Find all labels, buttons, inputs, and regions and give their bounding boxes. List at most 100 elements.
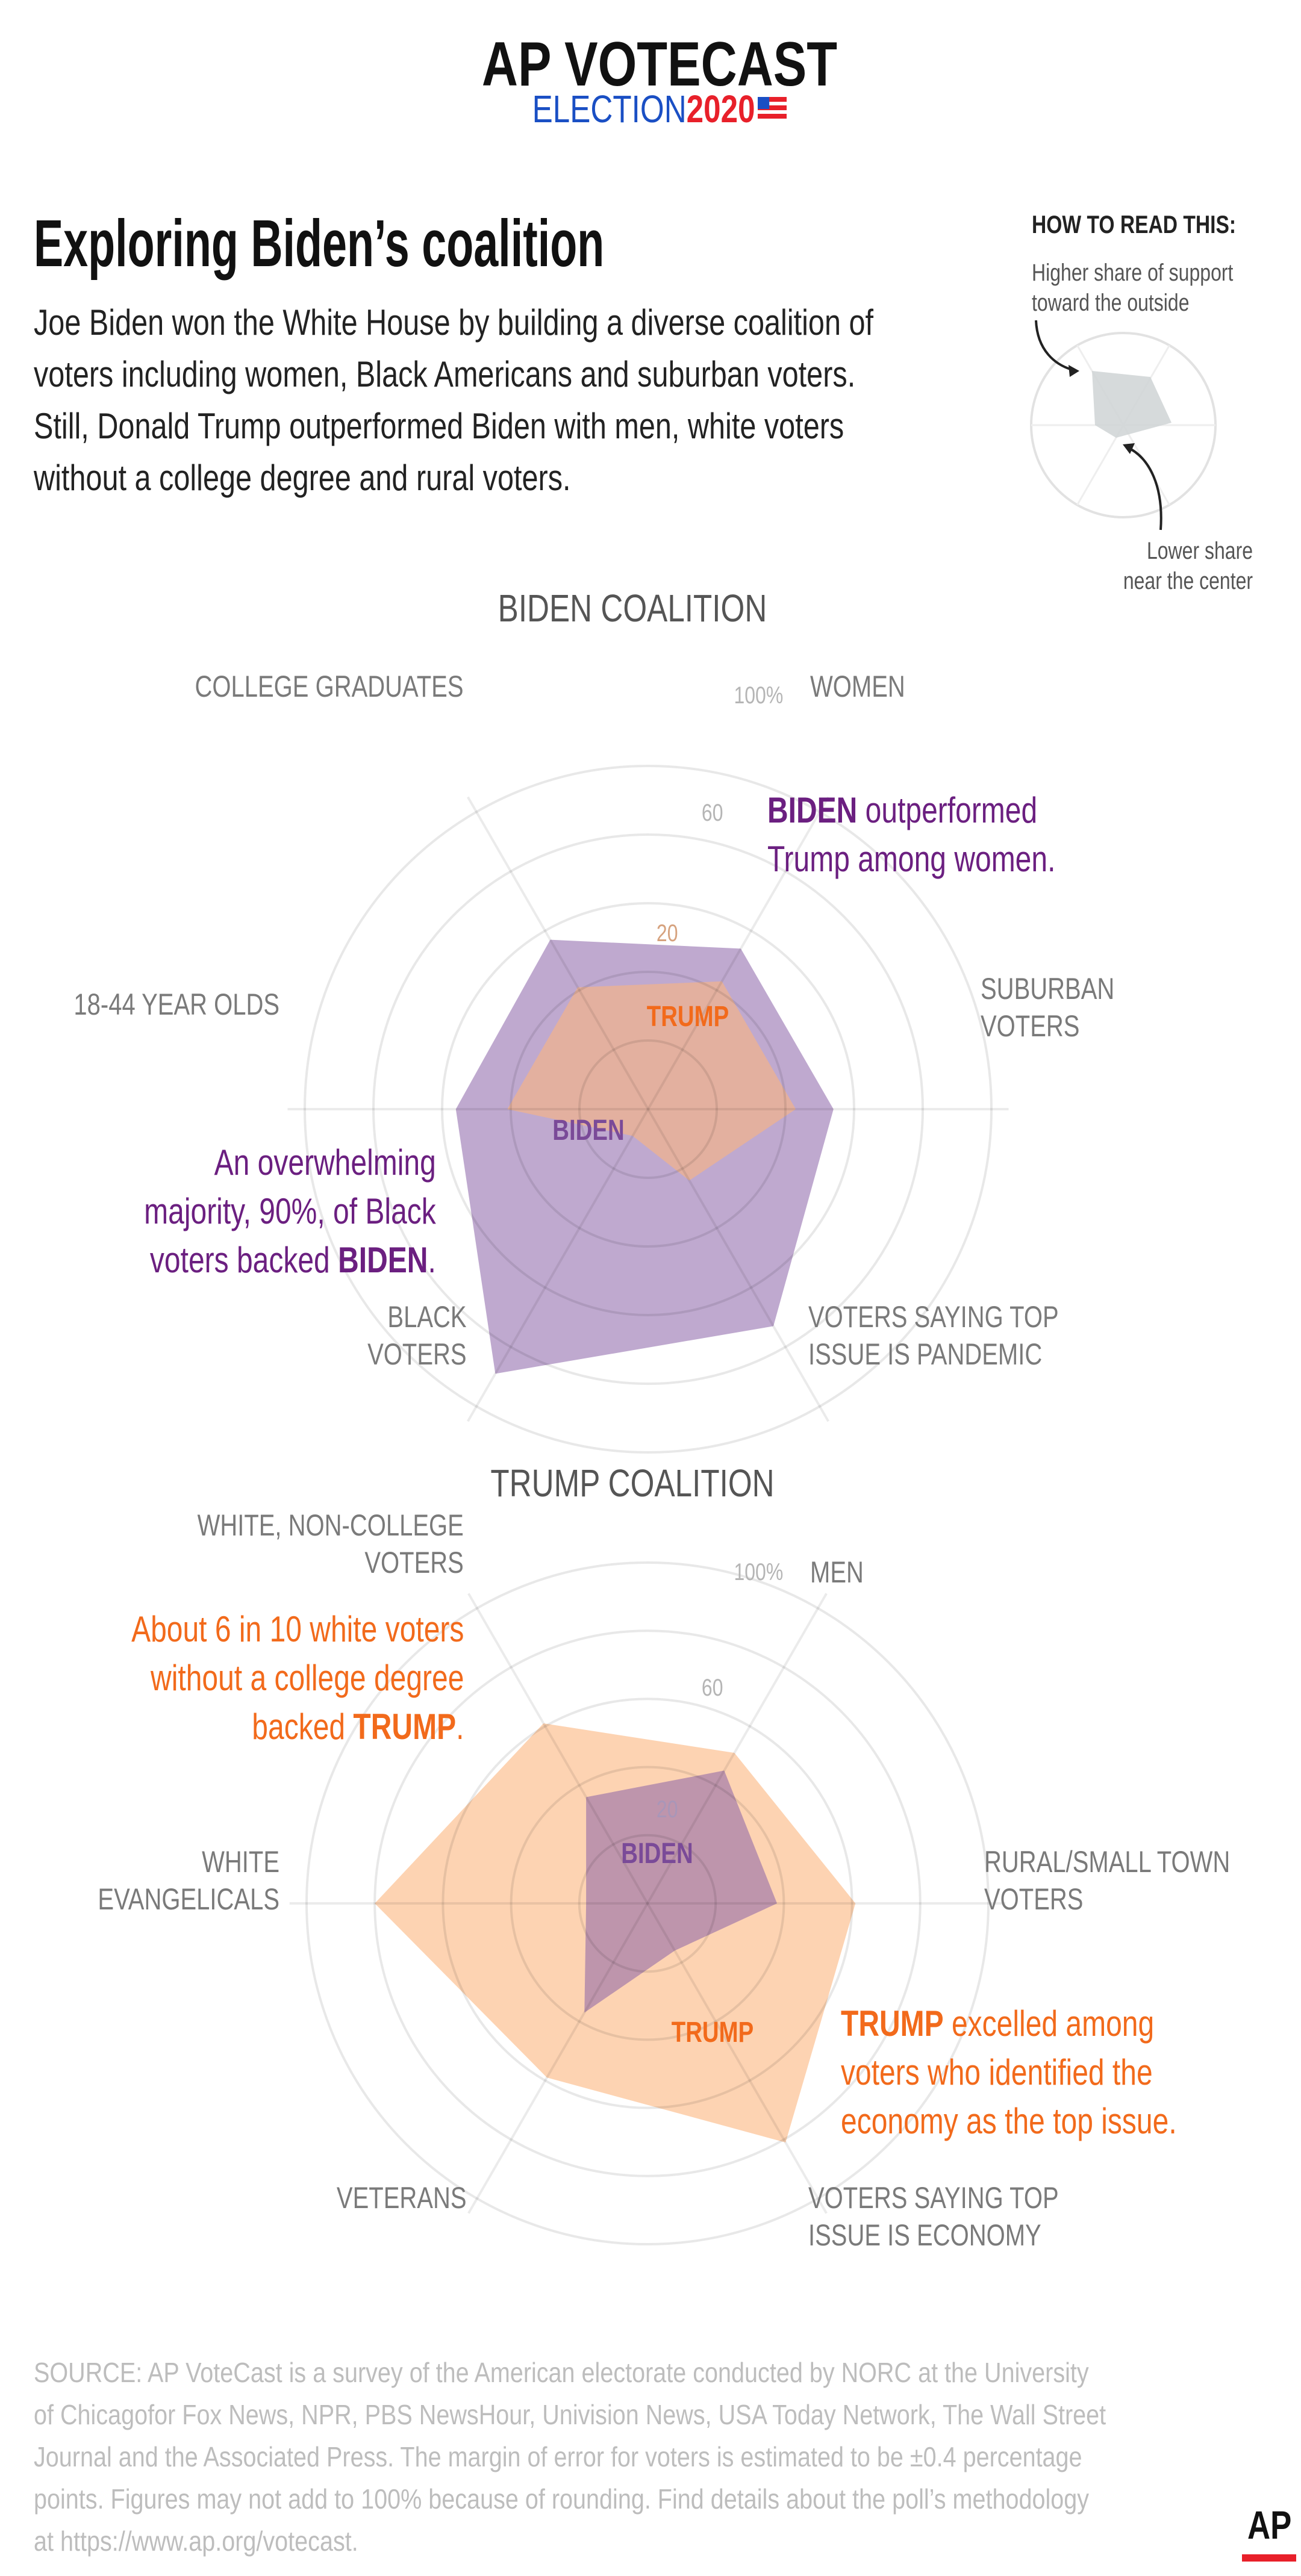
ap-logo-text: AP (1247, 2503, 1292, 2547)
annotation-bold: BIDEN (338, 1240, 428, 1280)
axis-line (647, 796, 829, 1110)
series-label-biden: BIDEN (552, 1115, 625, 1146)
tick-label: 20 (656, 1796, 678, 1823)
source-line: Journal and the Associated Press. The ma… (34, 2441, 1082, 2472)
axis-label-line: SUBURBAN (981, 972, 1115, 1006)
grid-ring (441, 902, 855, 1316)
ap-logo-bar (1242, 2554, 1296, 2562)
annotation-white-noncollege: About 6 in 10 white voters without a col… (131, 1605, 464, 1751)
election-label: ELECTION (532, 87, 687, 131)
grid-ring (441, 1697, 853, 2109)
arrow-lower-head-icon (1123, 443, 1135, 454)
series-label-trump: TRUMP (646, 1001, 729, 1033)
axis-label-line: BLACK (387, 1300, 467, 1334)
lower-line: near the center (1123, 568, 1253, 594)
election-year: 2020 (686, 87, 755, 131)
election-banner: ELECTION2020 (532, 88, 787, 130)
axis-label-line: EVANGELICALS (98, 1882, 279, 1916)
annotation-text: without a college degree (150, 1658, 464, 1698)
axis-label: WHITE, NON-COLLEGE VOTERS (198, 1507, 464, 1581)
annotation-bold: BIDEN (767, 790, 858, 830)
axis-line (467, 1108, 649, 1422)
axis-line (467, 1593, 649, 1904)
axis-line (467, 796, 649, 1110)
axis-label: WHITE EVANGELICALS (98, 1843, 279, 1918)
axis-label-line: VOTERS (981, 1009, 1080, 1043)
axis-label: SUBURBAN VOTERS (981, 970, 1114, 1045)
lower-line: Lower share (1146, 538, 1253, 564)
source-note: SOURCE: AP VoteCast is a survey of the A… (34, 2351, 1106, 2562)
annotation-text: economy as the top issue. (841, 2101, 1177, 2141)
source-line: SOURCE: AP VoteCast is a survey of the A… (34, 2357, 1089, 2388)
chart-title-trump: TRUMP COALITION (490, 1461, 775, 1505)
grid-ring (373, 1629, 922, 2177)
arrow-higher-icon (1035, 320, 1078, 372)
intro-text: Joe Biden won the White House by buildin… (34, 297, 873, 504)
axis-label-line: VOTERS SAYING TOP (808, 1300, 1059, 1334)
axis-label-line: WHITE, NON-COLLEGE (197, 1508, 464, 1542)
tick-label: 100% (734, 682, 783, 709)
annotation-bold: TRUMP (841, 2003, 944, 2044)
arrow-lower-icon (1126, 446, 1162, 530)
annotation-text: majority, 90%, of Black (144, 1191, 436, 1231)
annotation-text: . (428, 1240, 436, 1280)
axis-line (646, 1593, 828, 1904)
higher-line: Higher share of support (1032, 260, 1234, 286)
source-line: at https://www.ap.org/votecast. (34, 2525, 358, 2557)
annotation-text: voters who identified the (841, 2052, 1153, 2092)
chart-title-biden: BIDEN COALITION (498, 586, 767, 630)
how-to-read-heading: HOW TO READ THIS: (1032, 210, 1237, 238)
axis-label-line: ISSUE IS PANDEMIC (808, 1337, 1043, 1371)
tick-label: 100% (734, 1559, 783, 1585)
annotation-text: . (455, 1706, 464, 1747)
mini-radar-axis (1076, 425, 1125, 506)
annotation-text: backed (251, 1706, 354, 1747)
grid-ring (510, 971, 787, 1248)
axis-label-line: WHITE (202, 1845, 279, 1879)
annotation-black-voters: An overwhelming majority, 90%, of Black … (144, 1138, 436, 1284)
how-to-read-lower: Lower share near the center (1123, 536, 1253, 596)
source-line: points. Figures may not add to 100% beca… (34, 2483, 1090, 2515)
grid-ring (304, 765, 993, 1454)
radar-area-biden (584, 1770, 778, 2013)
axis-label: BLACK VOTERS (368, 1298, 467, 1373)
annotation-text: Trump among women. (767, 839, 1056, 879)
axis-label-line: RURAL/SMALL TOWN (984, 1845, 1231, 1879)
axis-label-line: ISSUE IS ECONOMY (808, 2218, 1041, 2252)
axis-label: VETERANS (337, 2181, 467, 2215)
axis-label-line: VOTERS (984, 1882, 1084, 1916)
axis-line (467, 1903, 649, 2214)
grid-ring (578, 1834, 717, 1973)
axis-label-line: VOTERS (367, 1337, 467, 1371)
annotation-text: An overwhelming (214, 1142, 436, 1183)
arrow-higher-head-icon (1069, 365, 1079, 377)
axis-label-line: VOTERS SAYING TOP (808, 2181, 1059, 2215)
annotation-text: voters backed (150, 1240, 339, 1280)
axis-label: COLLEGE GRADUATES (195, 670, 464, 703)
axis-label: RURAL/SMALL TOWN VOTERS (984, 1843, 1230, 1918)
axis-label: VOTERS SAYING TOP ISSUE IS ECONOMY (808, 2179, 1059, 2254)
axis-label: MEN (810, 1555, 864, 1589)
tick-label: 60 (701, 1675, 723, 1701)
annotation-text: excelled among (943, 2003, 1155, 2044)
mini-radar-area (1092, 371, 1172, 438)
intro-line: Still, Donald Trump outperformed Biden w… (34, 406, 844, 446)
axis-line (647, 1108, 829, 1422)
brand-title: AP VOTECAST (481, 30, 838, 99)
tick-label: 60 (701, 800, 723, 826)
annotation-text: outperformed (857, 790, 1038, 830)
radar-area-trump (507, 981, 796, 1181)
flag-icon (758, 97, 787, 121)
axis-label: WOMEN (810, 670, 905, 703)
axis-line (646, 1903, 828, 2214)
series-label-trump: TRUMP (671, 2017, 754, 2049)
intro-line: without a college degree and rural voter… (34, 458, 571, 498)
page-title: Exploring Biden’s coalition (34, 207, 605, 281)
grid-ring (372, 833, 924, 1385)
grid-ring (305, 1561, 990, 2245)
source-line: of Chicagofor Fox News, NPR, PBS NewsHou… (34, 2399, 1106, 2430)
annotation-bold: TRUMP (353, 1706, 456, 1747)
annotation-economy: TRUMP excelled among voters who identifi… (841, 1999, 1177, 2145)
